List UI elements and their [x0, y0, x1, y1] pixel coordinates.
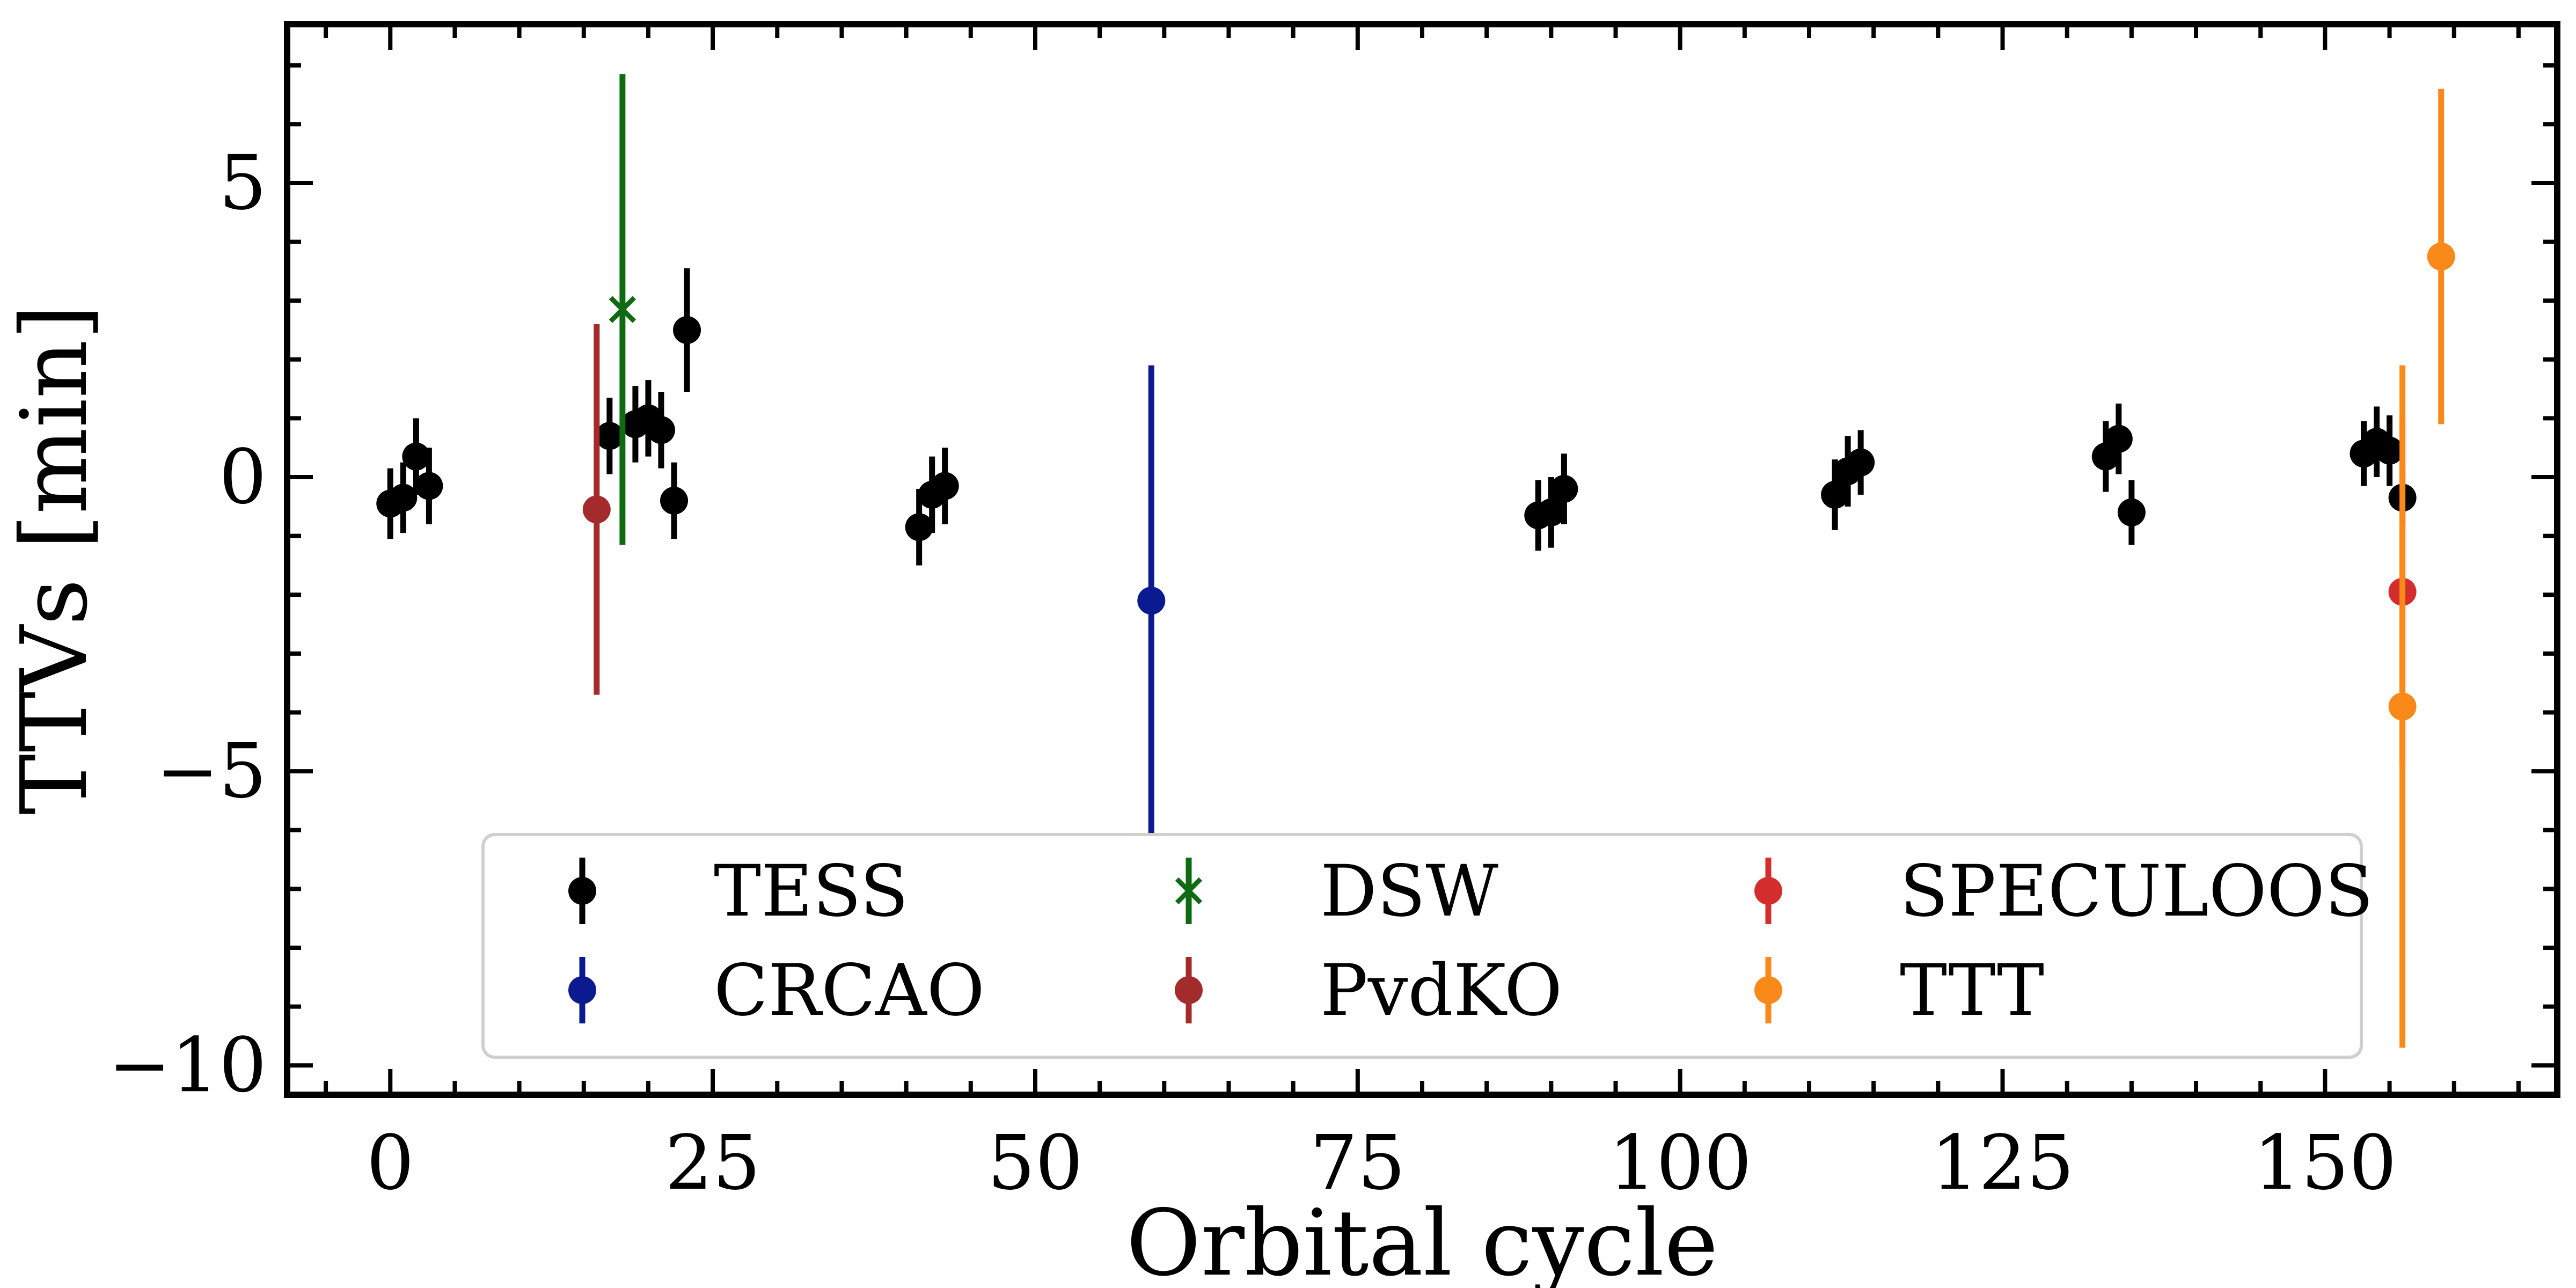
tess-point — [647, 392, 675, 469]
legend-pvdko-marker — [1175, 976, 1203, 1004]
y-tick-label: −5 — [156, 728, 267, 815]
x-tick-label: 50 — [987, 1119, 1083, 1207]
legend-label: TESS — [714, 850, 909, 933]
tess-point — [389, 463, 417, 533]
tess-marker — [931, 472, 959, 500]
pvdko-point — [583, 324, 611, 695]
legend: TESS CRCAO DSW PvdKO SPECULOOS TTT — [483, 835, 2373, 1057]
y-tick-label: −10 — [108, 1022, 267, 1109]
tess-marker — [647, 416, 675, 444]
tess-marker — [402, 443, 430, 471]
legend-crcao-marker — [568, 976, 596, 1004]
x-tick-label: 25 — [665, 1119, 760, 1207]
ttt-marker — [2389, 693, 2417, 721]
tess-marker — [1847, 449, 1875, 477]
tess-point — [2118, 480, 2146, 545]
crcao-point — [1137, 365, 1165, 836]
tess-marker — [905, 513, 933, 541]
tess-marker — [2118, 499, 2146, 526]
legend-label: TTT — [1900, 949, 2044, 1032]
tess-marker — [389, 484, 417, 511]
tess-marker — [2376, 437, 2404, 465]
legend-ttt-marker — [1754, 976, 1782, 1004]
dsw-point — [611, 74, 634, 545]
tess-marker — [1537, 499, 1565, 526]
ttv-chart: 0 25 50 75 100 125 150−10−505 TESSCRCAODSWPvdK… — [0, 0, 2576, 1288]
tess-marker — [2105, 425, 2133, 453]
legend-label: DSW — [1320, 850, 1498, 933]
tess-point — [660, 463, 688, 539]
tess-point — [931, 448, 959, 524]
legend-label: PvdKO — [1320, 949, 1562, 1032]
y-axis-label: TTVs [min] — [2, 304, 108, 815]
tess-marker — [596, 422, 624, 450]
tess-point — [596, 398, 624, 474]
pvdko-marker — [583, 495, 611, 523]
x-axis-label: Orbital cycle — [1126, 1190, 1718, 1288]
legend-speculoos-marker — [1754, 877, 1782, 905]
y-tick-label: 5 — [219, 140, 267, 227]
ttt-point — [2427, 89, 2455, 425]
x-tick-label: 125 — [1931, 1119, 2074, 1207]
tess-marker — [673, 316, 701, 344]
tess-point — [673, 268, 701, 392]
legend-label: SPECULOOS — [1900, 850, 2373, 933]
legend-label: CRCAO — [714, 949, 985, 1032]
tess-marker — [1821, 481, 1849, 509]
tess-marker — [660, 487, 688, 515]
x-tick-label: 150 — [2253, 1119, 2397, 1207]
ttt-marker — [2427, 243, 2455, 270]
tess-point — [1847, 430, 1875, 495]
tess-point — [2376, 415, 2404, 486]
crcao-marker — [1137, 587, 1165, 614]
y-tick-label: 0 — [219, 434, 267, 521]
ttt-point — [2389, 365, 2417, 1048]
legend-tess-marker — [568, 877, 596, 905]
x-tick-label: 0 — [367, 1119, 414, 1207]
tess-marker — [415, 472, 443, 500]
tess-marker — [1550, 475, 1578, 503]
